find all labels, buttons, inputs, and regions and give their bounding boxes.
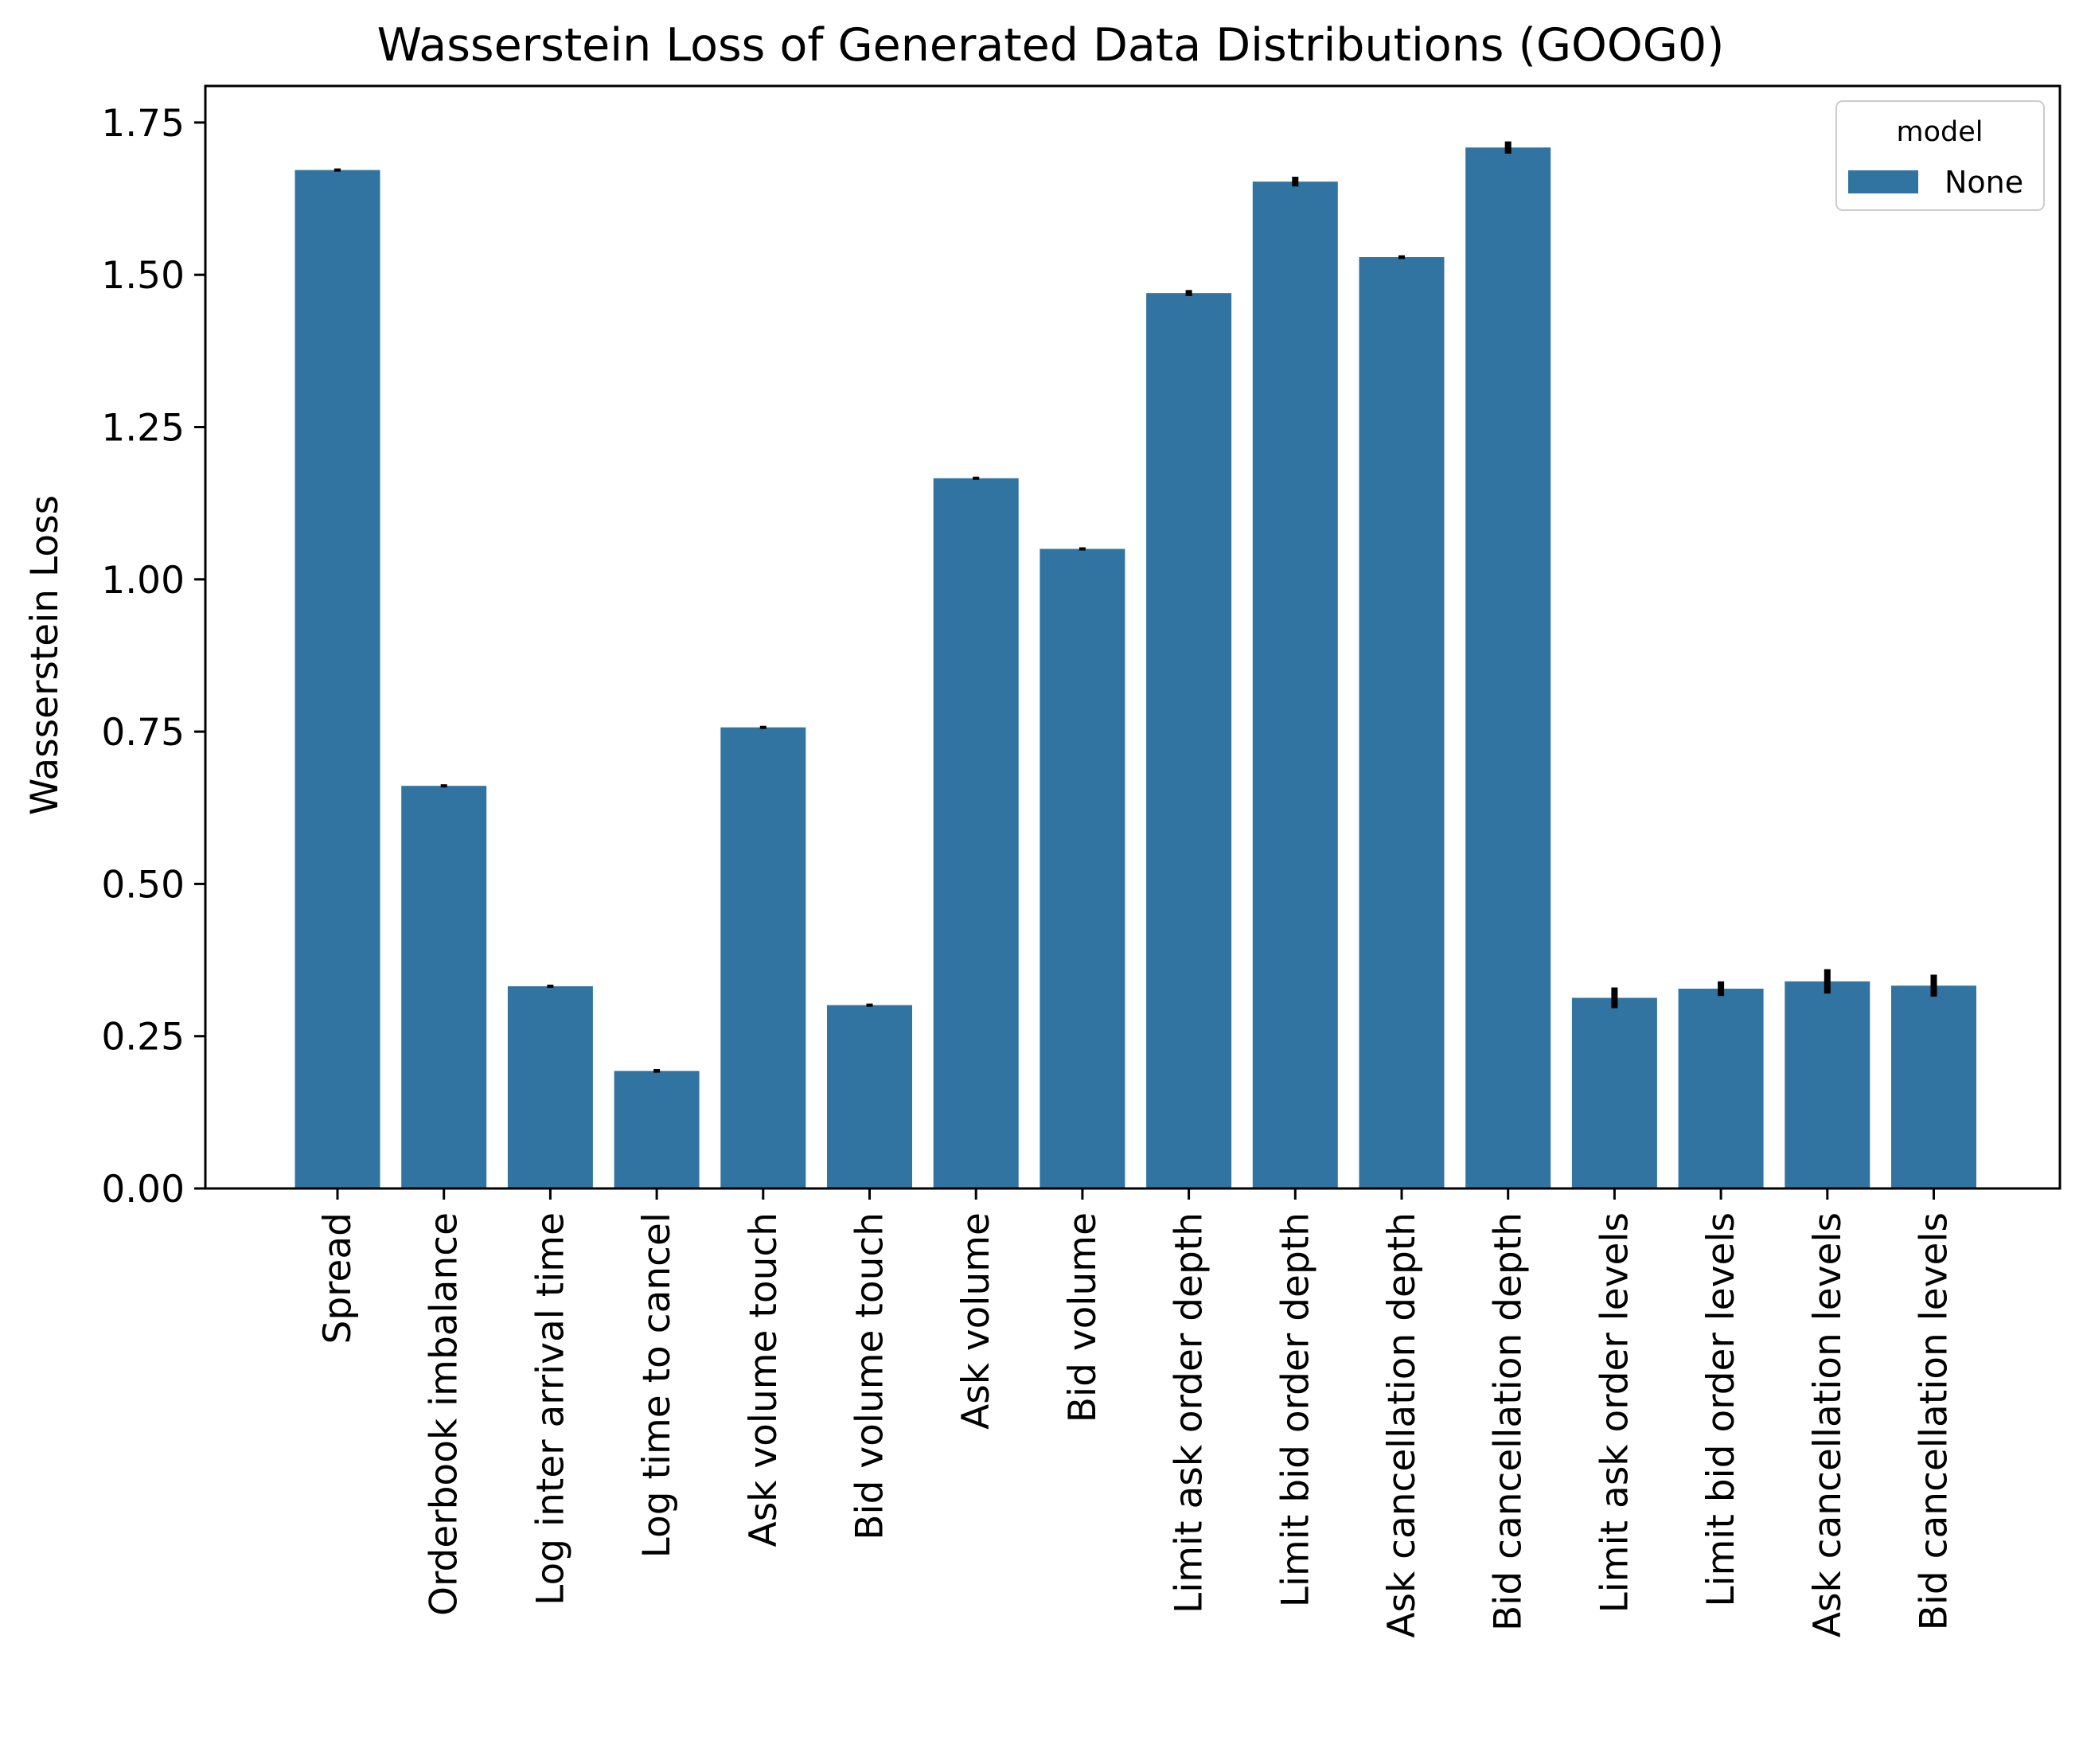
bar <box>295 170 380 1188</box>
legend-swatch-none <box>1848 170 1918 193</box>
chart-title: Wasserstein Loss of Generated Data Distr… <box>377 19 1725 72</box>
y-tick-label: 0.75 <box>101 711 185 755</box>
legend: model None <box>1835 100 2045 211</box>
bar <box>1465 147 1551 1188</box>
y-tick-label: 1.50 <box>101 254 185 298</box>
x-tick-label: Bid cancellation depth <box>1487 1212 1531 1631</box>
plot-frame <box>204 84 2062 1190</box>
legend-title: model <box>1897 116 1984 148</box>
bar <box>1785 981 1870 1188</box>
bar <box>1146 293 1232 1188</box>
bar <box>720 727 806 1188</box>
x-tick-label: Spread <box>316 1212 360 1344</box>
x-tick-label: Orderbook imbalance <box>423 1212 466 1616</box>
error-bars-layer <box>334 141 1937 1073</box>
x-tick-label: Ask volume touch <box>742 1212 786 1547</box>
x-tick-label: Limit ask order depth <box>1168 1212 1211 1614</box>
bar <box>1359 257 1445 1189</box>
x-tick-label: Limit bid order depth <box>1274 1212 1317 1607</box>
y-axis-label: Wasserstein Loss <box>23 495 67 815</box>
bar <box>401 786 487 1188</box>
bar <box>507 985 593 1188</box>
bar <box>1891 985 1976 1188</box>
bar <box>614 1071 700 1188</box>
x-tick-label: Limit bid order levels <box>1699 1212 1743 1607</box>
y-tick-label: 1.25 <box>101 407 185 451</box>
y-tick-label: 1.00 <box>101 559 185 603</box>
bar <box>933 478 1019 1188</box>
x-tick-label: Limit ask order levels <box>1593 1212 1636 1613</box>
y-tick-label: 0.50 <box>101 863 185 907</box>
x-tick-label: Log time to cancel <box>635 1212 679 1558</box>
x-tick-label: Bid volume <box>1061 1212 1105 1423</box>
x-tick-label: Ask cancellation levels <box>1806 1212 1850 1637</box>
y-tick-label: 0.25 <box>101 1016 185 1060</box>
x-tick-label: Ask cancellation depth <box>1380 1212 1424 1638</box>
y-axis: 0.00 0.25 0.50 0.75 1.00 1.25 1.50 1.75 <box>101 102 205 1212</box>
y-tick-label: 1.75 <box>101 102 185 146</box>
bar <box>1571 997 1657 1188</box>
bar <box>1252 181 1338 1188</box>
x-tick-label: Bid volume touch <box>848 1212 892 1540</box>
legend-entry-none: None <box>1945 165 2023 200</box>
x-tick-label: Bid cancellation levels <box>1913 1212 1956 1630</box>
x-tick-label: Ask volume <box>954 1212 998 1430</box>
x-axis: Spread Orderbook imbalance Log inter arriv… <box>316 1188 1956 1638</box>
bar <box>1040 548 1125 1188</box>
x-tick-label: Log inter arrival time <box>529 1212 572 1606</box>
bar <box>827 1005 912 1188</box>
bars-layer <box>295 147 1976 1189</box>
y-tick-label: 0.00 <box>101 1168 185 1212</box>
bar <box>1678 989 1764 1188</box>
